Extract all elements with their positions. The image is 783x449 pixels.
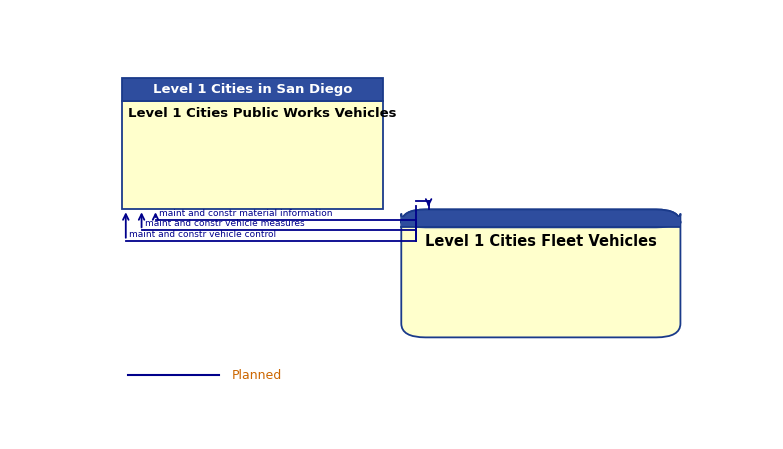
Text: maint and constr vehicle measures: maint and constr vehicle measures [145,220,305,229]
Text: Planned: Planned [232,369,282,382]
Bar [122,78,383,101]
Bar [402,216,680,227]
FancyBboxPatch shape [402,209,680,227]
Text: Level 1 Cities in San Diego: Level 1 Cities in San Diego [153,83,352,96]
Text: maint and constr vehicle control: maint and constr vehicle control [129,230,276,239]
Text: Level 1 Cities Public Works Vehicles: Level 1 Cities Public Works Vehicles [128,107,397,120]
Bar [122,101,383,209]
Text: maint and constr material information: maint and constr material information [158,209,332,218]
FancyBboxPatch shape [402,209,680,337]
Text: Level 1 Cities Fleet Vehicles: Level 1 Cities Fleet Vehicles [425,234,657,249]
